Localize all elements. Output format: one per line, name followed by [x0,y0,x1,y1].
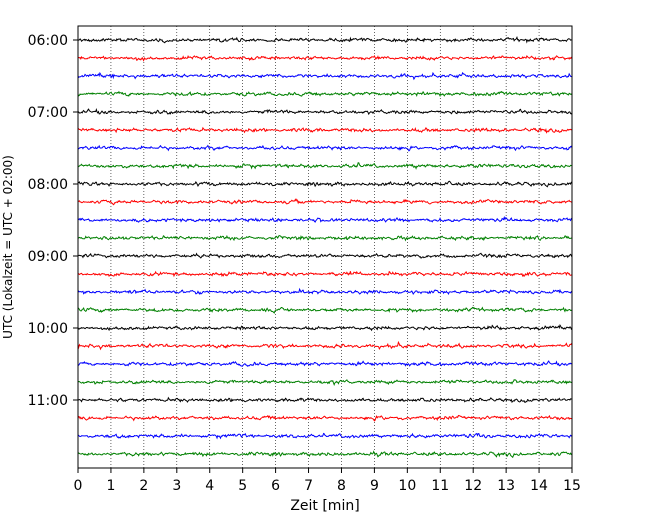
x-tick-label-1: 1 [106,478,115,494]
trace-11 [77,215,573,223]
x-tick-label-8: 8 [337,478,346,494]
y-tick-label-08:00: 08:00 [28,177,68,193]
x-tick-label-7: 7 [304,478,313,494]
trace-24 [77,450,573,459]
x-tick-label-13: 13 [497,478,515,494]
x-axis-label: Zeit [min] [290,498,359,514]
seismic-traces [77,36,573,459]
y-axis-label: UTC (Lokalzeit = UTC + 02:00) [1,155,15,339]
trace-2 [77,54,573,62]
x-axis-ticks: 0 1 2 3 4 5 6 7 8 9 10 11 12 13 14 15 [74,468,581,494]
x-tick-label-4: 4 [205,478,214,494]
trace-5 [77,107,573,116]
x-tick-label-0: 0 [74,478,83,494]
trace-17 [77,324,573,332]
x-tick-label-11: 11 [431,478,449,494]
y-axis-ticks: 06:00 07:00 08:00 09:00 10:00 11:00 [28,33,78,409]
x-tick-label-14: 14 [530,478,548,494]
trace-23 [77,432,573,440]
y-tick-label-10:00: 10:00 [28,321,68,337]
x-tick-label-3: 3 [172,478,181,494]
trace-13 [77,252,573,259]
trace-21 [77,396,573,404]
x-tick-label-2: 2 [139,478,148,494]
trace-9 [77,180,573,188]
trace-20 [77,379,573,387]
trace-14 [77,270,573,278]
trace-4 [77,90,573,98]
x-tick-label-6: 6 [271,478,280,494]
y-tick-label-09:00: 09:00 [28,249,68,265]
trace-8 [77,162,573,170]
trace-18 [77,340,573,351]
trace-10 [77,198,573,206]
trace-15 [77,287,573,296]
trace-22 [77,414,573,422]
trace-7 [77,144,573,152]
trace-1 [77,36,573,44]
trace-19 [77,360,573,367]
trace-3 [77,71,573,81]
trace-12 [77,234,573,242]
trace-6 [77,126,573,134]
y-tick-label-06:00: 06:00 [28,33,68,49]
plot-frame [77,25,573,469]
x-tick-label-15: 15 [563,478,581,494]
x-tick-label-10: 10 [398,478,416,494]
x-tick-label-12: 12 [464,478,482,494]
y-tick-label-07:00: 07:00 [28,105,68,121]
trace-16 [77,306,573,314]
x-tick-label-5: 5 [238,478,247,494]
x-tick-label-9: 9 [370,478,379,494]
y-tick-label-11:00: 11:00 [28,393,68,409]
